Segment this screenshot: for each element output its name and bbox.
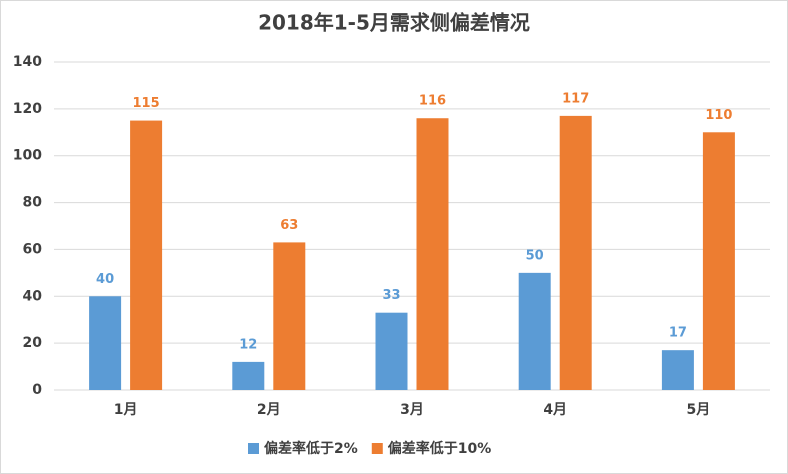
bar [518, 272, 551, 390]
y-tick-label: 20 [23, 335, 43, 351]
legend-label: 偏差率低于2% [264, 440, 358, 457]
bar [273, 242, 306, 390]
x-tick-label: 4月 [543, 402, 567, 418]
legend-swatch [248, 443, 259, 454]
legend-swatch [371, 443, 383, 454]
data-label: 50 [526, 248, 544, 263]
y-tick-label: 0 [32, 382, 42, 398]
legend-label: 偏差率低于10% [388, 440, 492, 457]
y-tick-label: 60 [23, 241, 43, 257]
bar [232, 361, 265, 390]
data-label: 12 [239, 337, 257, 352]
bar [661, 350, 694, 390]
y-tick-label: 100 [13, 148, 42, 164]
data-label: 117 [562, 91, 589, 106]
data-label: 115 [133, 96, 160, 111]
data-label: 33 [382, 288, 400, 303]
x-tick-label: 1月 [114, 402, 138, 418]
bar [375, 312, 408, 390]
x-tick-label: 5月 [687, 402, 711, 418]
bar [416, 118, 449, 390]
bar [89, 296, 122, 390]
y-tick-label: 120 [13, 101, 42, 117]
data-label: 40 [96, 272, 114, 287]
data-label: 17 [669, 326, 687, 341]
bar [702, 132, 735, 391]
data-label: 116 [419, 94, 446, 109]
x-tick-label: 3月 [400, 402, 424, 418]
data-label: 63 [280, 218, 298, 233]
bar [559, 115, 592, 390]
y-tick-label: 140 [13, 54, 42, 70]
data-label: 110 [705, 108, 732, 123]
x-tick-label: 2月 [257, 402, 281, 418]
y-tick-label: 40 [23, 288, 43, 304]
y-tick-label: 80 [23, 195, 43, 211]
bar [130, 120, 163, 391]
chart-title: 2018年1-5月需求侧偏差情况 [258, 11, 530, 35]
